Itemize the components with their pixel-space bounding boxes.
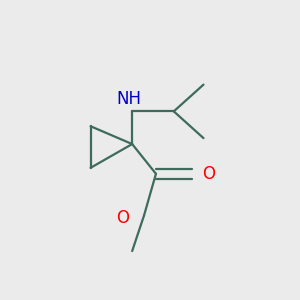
Text: O: O (116, 209, 129, 227)
Text: O: O (202, 165, 215, 183)
Text: NH: NH (117, 90, 142, 108)
